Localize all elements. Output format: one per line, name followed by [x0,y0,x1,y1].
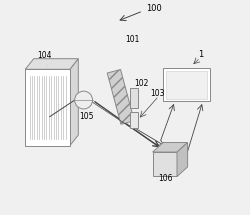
Text: 104: 104 [37,51,52,65]
FancyBboxPatch shape [25,69,70,146]
Text: 101: 101 [125,35,140,44]
FancyBboxPatch shape [166,71,207,99]
Text: 102: 102 [134,79,149,88]
Text: 103: 103 [150,89,165,98]
FancyBboxPatch shape [163,68,210,101]
Text: 106: 106 [158,174,172,183]
Text: 1: 1 [198,50,203,58]
Text: 105: 105 [79,112,94,121]
Polygon shape [152,143,188,152]
Text: 100: 100 [146,4,162,13]
Polygon shape [177,143,188,177]
FancyBboxPatch shape [130,112,138,128]
FancyBboxPatch shape [152,152,177,177]
Circle shape [75,91,92,109]
FancyBboxPatch shape [130,88,138,108]
Polygon shape [25,59,78,69]
Polygon shape [107,69,134,124]
Polygon shape [70,59,78,146]
